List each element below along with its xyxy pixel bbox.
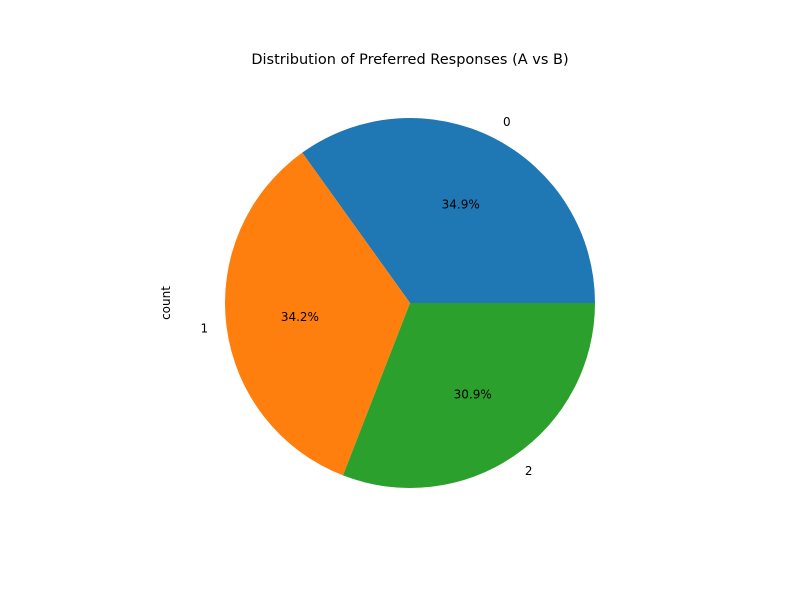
pie-category-label-1: 1 — [200, 322, 208, 336]
chart-title: Distribution of Preferred Responses (A v… — [251, 52, 568, 68]
pie-category-label-2: 2 — [525, 464, 533, 478]
pie-labels: 34.9% 0 34.2% 1 30.9% 2 — [200, 115, 532, 478]
pie-slices — [224, 118, 595, 488]
pie-percent-label-2: 30.9% — [454, 388, 492, 402]
pie-percent-label-1: 34.2% — [281, 310, 319, 324]
pie-slice-0 — [302, 118, 595, 304]
pie-percent-label-0: 34.9% — [442, 197, 480, 211]
pie-slice-2 — [342, 303, 595, 488]
pie-slice-1 — [224, 152, 410, 476]
pie-category-label-0: 0 — [503, 115, 511, 129]
y-axis-label: count — [159, 286, 173, 320]
